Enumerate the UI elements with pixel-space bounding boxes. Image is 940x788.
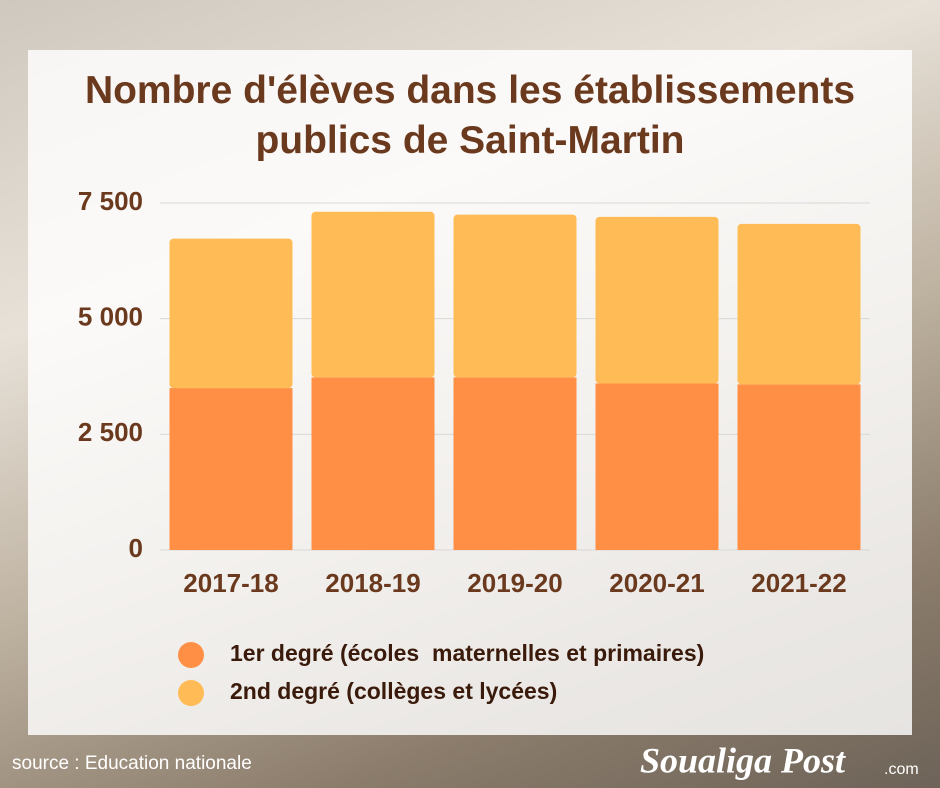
bar-segment [453, 214, 577, 378]
y-tick-label: 2 500 [78, 417, 143, 447]
x-tick-label: 2019-20 [467, 568, 562, 598]
y-tick-label: 5 000 [78, 302, 143, 332]
source: source : Education nationale [12, 753, 252, 774]
x-tick-label: 2021-22 [751, 568, 846, 598]
legend-label: 2nd degré (collèges et lycées) [230, 678, 557, 704]
y-tick-label: 7 500 [78, 186, 143, 216]
bar-segment [595, 216, 719, 384]
bar-segment [737, 223, 861, 385]
legend-swatch [178, 642, 204, 668]
bar-segment [737, 384, 861, 550]
logo-suffix: .com [884, 761, 919, 778]
x-tick-label: 2018-19 [325, 568, 420, 598]
bar-segment [311, 211, 435, 378]
bar-segment [595, 383, 719, 550]
chart-title: Nombre d'élèves dans les établissements … [84, 69, 856, 162]
bar-segment [169, 238, 293, 389]
legend-label: 1er degré (écoles maternelles et primair… [230, 640, 704, 666]
y-tick-label: 0 [129, 533, 143, 563]
x-tick-label: 2020-21 [609, 568, 704, 598]
legend-swatch [178, 680, 204, 706]
x-tick-label: 2017-18 [183, 568, 278, 598]
bar-segment [311, 377, 435, 550]
bar-segment [453, 377, 577, 550]
logo: Soualiga Post [640, 740, 846, 780]
bar-segment [169, 388, 293, 550]
